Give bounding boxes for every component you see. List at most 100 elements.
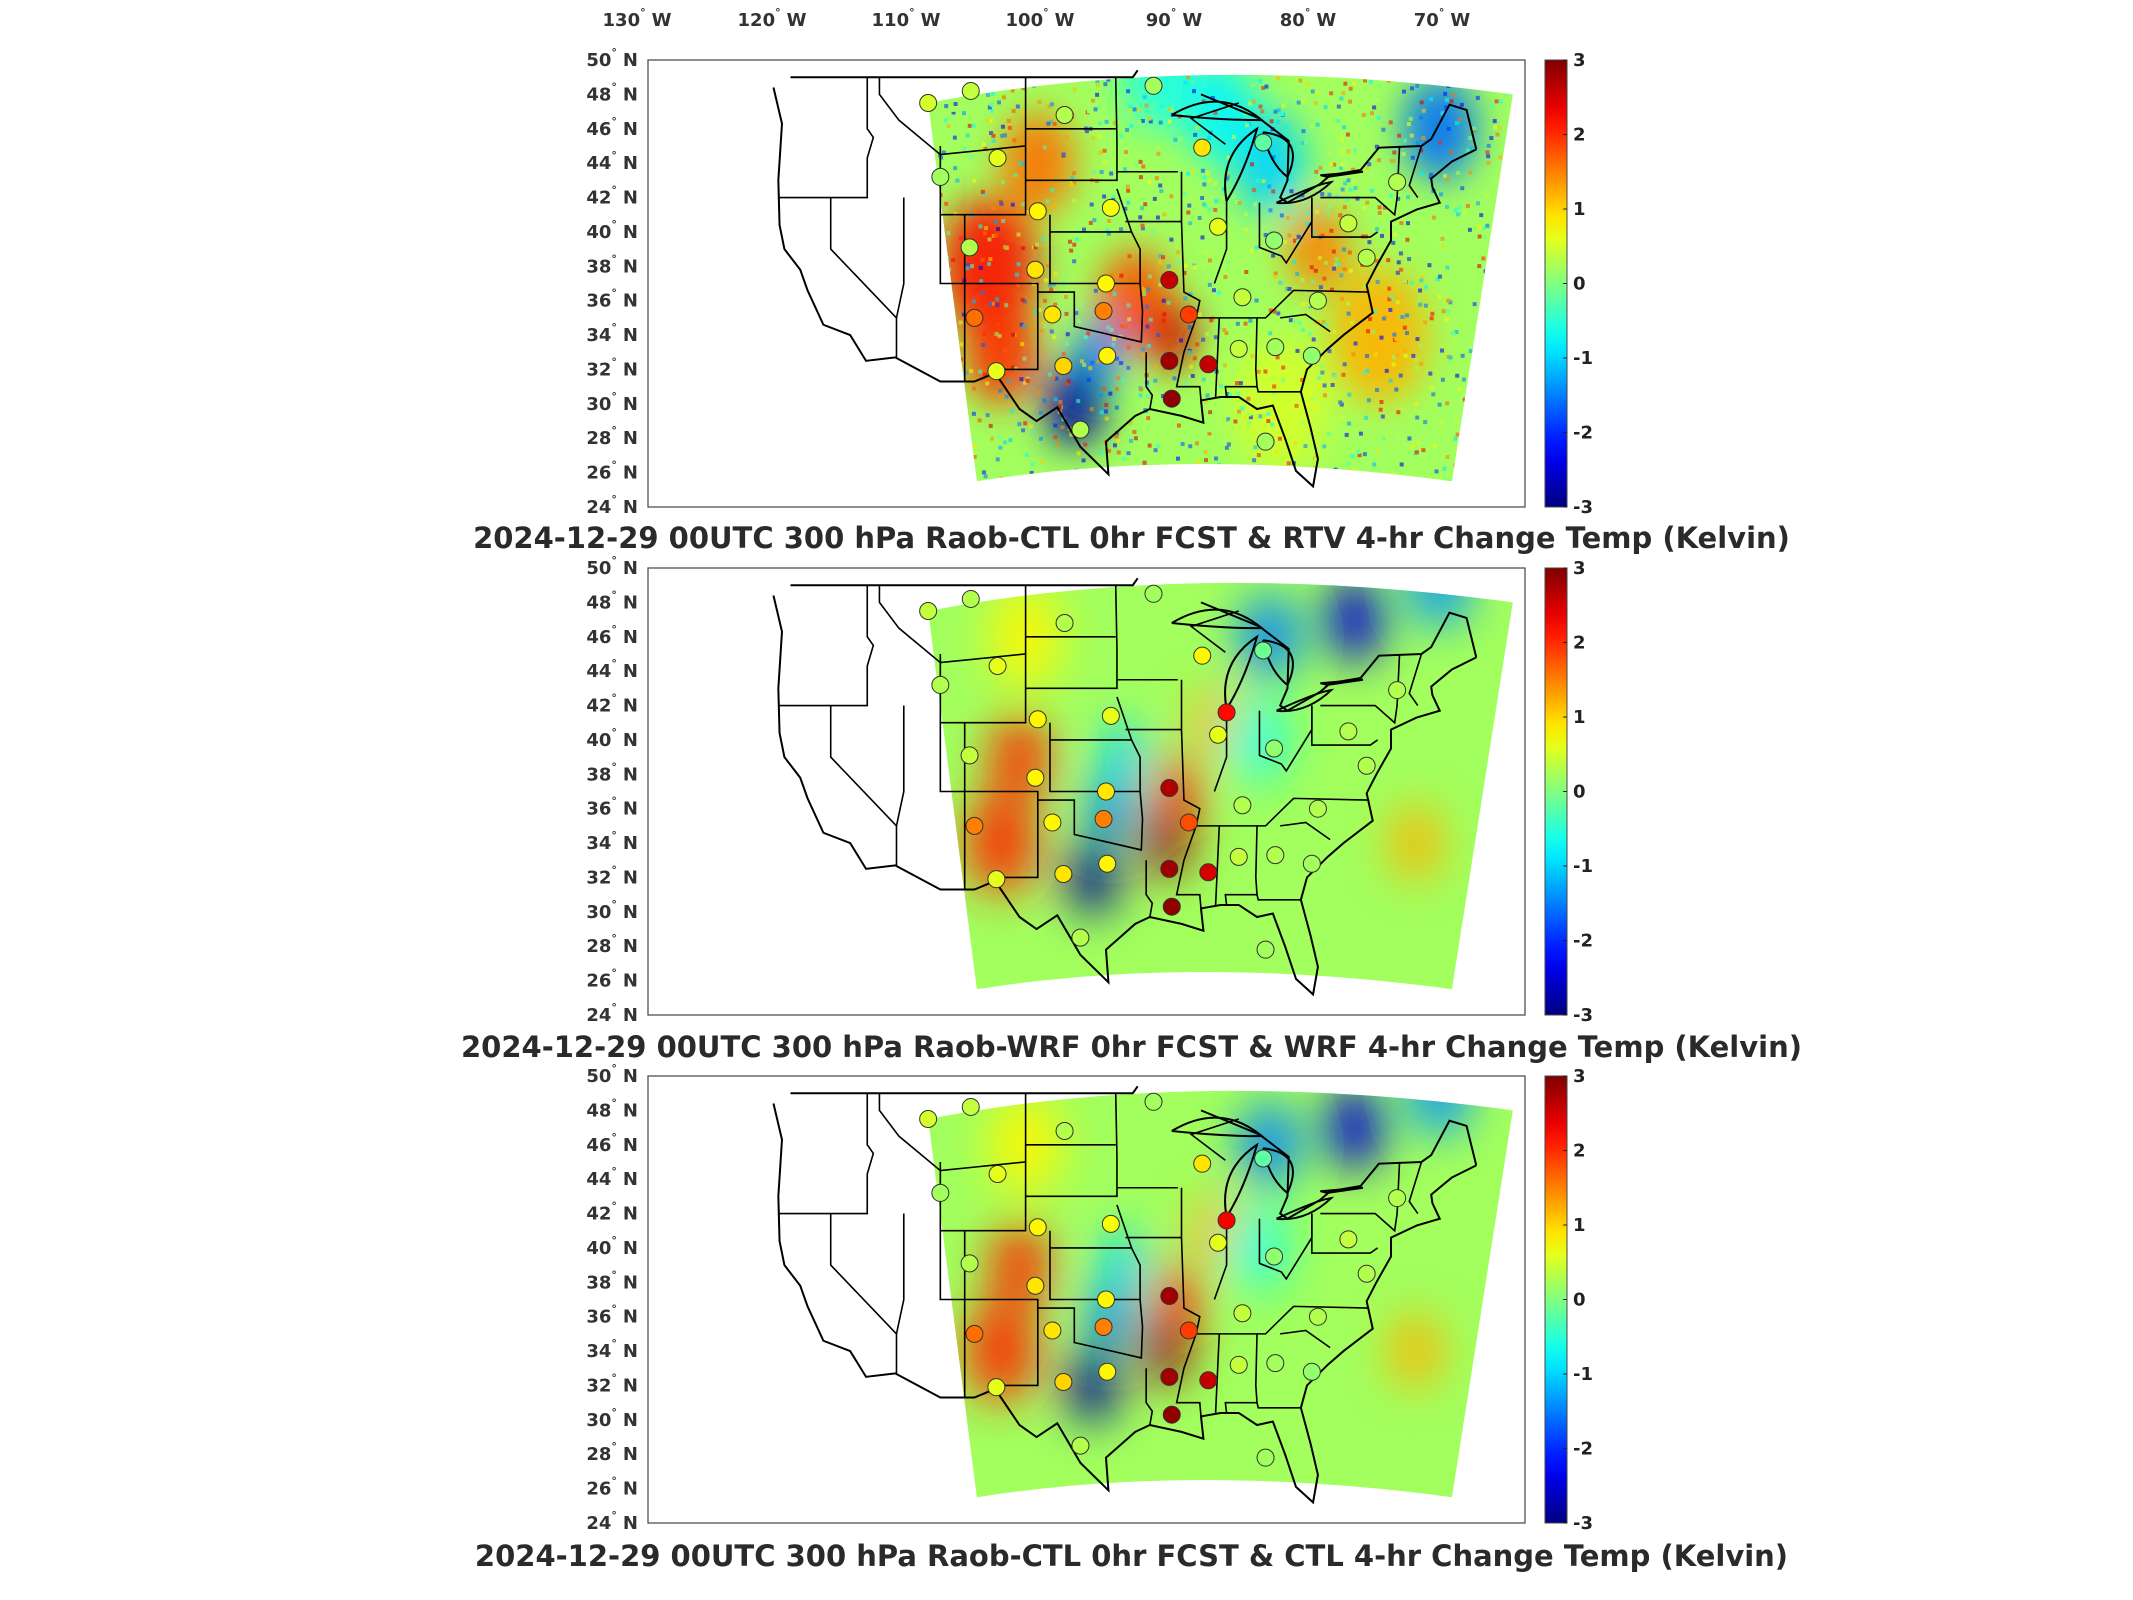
colorbar-tick-label: 0 xyxy=(1573,782,1586,803)
lat-tick-label: 42° N xyxy=(586,692,638,717)
station-marker xyxy=(1193,1154,1212,1173)
lat-tick-label: 48° N xyxy=(586,80,638,105)
lat-tick-labels: 50° N 48° N 46° N 44° N 42° N 40° N 38° N 36° N 34° N 32° N… xyxy=(586,46,638,518)
station-marker xyxy=(1096,1290,1115,1309)
station-marker xyxy=(1254,133,1273,152)
station-marker xyxy=(987,362,1006,381)
station-marker xyxy=(1144,76,1163,95)
station-marker xyxy=(1043,305,1062,324)
lat-tick-label: 32° N xyxy=(586,355,638,380)
colorbar-tick-label: -1 xyxy=(1573,856,1593,877)
coastlines-and-borders xyxy=(772,1085,1478,1505)
station-marker xyxy=(1339,722,1358,741)
station-marker xyxy=(960,746,979,765)
station-marker xyxy=(1098,1362,1117,1381)
station-marker xyxy=(1233,796,1252,815)
station-marker xyxy=(988,656,1007,675)
station-marker xyxy=(1199,355,1218,374)
lon-tick-labels: 130° W 120° W 110° W 100° W 90° W 80° W 70° W xyxy=(603,6,1471,31)
station-marker xyxy=(1339,1230,1358,1249)
lat-tick-labels: 50° N 48° N 46° N 44° N 42° N 40° N 38° N 36° N 34° N 32° N… xyxy=(586,554,638,1026)
lon-tick-label: 70° W xyxy=(1414,6,1471,31)
station-marker xyxy=(1026,768,1045,787)
axes-frame xyxy=(647,1075,1526,1524)
colorbar-tick-label: 3 xyxy=(1573,558,1586,579)
station-marker xyxy=(965,1324,984,1343)
station-marker xyxy=(1266,846,1285,865)
station-marker xyxy=(1144,584,1163,603)
station-marker xyxy=(1043,813,1062,832)
station-marker xyxy=(1054,865,1073,884)
colorbar-tick-label: -2 xyxy=(1573,423,1593,444)
panel-title: 2024-12-29 00UTC 300 hPa Raob-CTL 0hr FC… xyxy=(475,1539,1788,1573)
raob-stations xyxy=(919,1092,1407,1467)
station-marker xyxy=(960,1254,979,1273)
station-marker xyxy=(1160,859,1179,878)
station-marker xyxy=(1028,1218,1047,1237)
lat-tick-labels: 50° N 48° N 46° N 44° N 42° N 40° N 38° N 36° N 34° N 32° N… xyxy=(586,1062,638,1534)
colorbar-tick-label: 2 xyxy=(1573,633,1586,654)
station-marker xyxy=(1096,782,1115,801)
station-marker xyxy=(1266,1354,1285,1373)
lat-tick-label: 26° N xyxy=(586,1475,638,1500)
station-marker xyxy=(1043,1321,1062,1340)
station-marker xyxy=(1254,1149,1273,1168)
station-marker xyxy=(1233,1304,1252,1323)
station-marker xyxy=(965,816,984,835)
station-marker xyxy=(961,81,980,100)
station-marker xyxy=(1026,1276,1045,1295)
lat-tick-label: 24° N xyxy=(586,493,638,518)
colorbar-tick-label: 1 xyxy=(1573,199,1586,220)
colorbar-tick-label: 3 xyxy=(1573,50,1586,71)
colorbar-tick-label: 1 xyxy=(1573,1215,1586,1236)
station-marker xyxy=(1256,432,1275,451)
lat-tick-label: 46° N xyxy=(586,623,638,648)
colorbar-tick-label: -3 xyxy=(1573,1005,1593,1026)
lat-tick-label: 50° N xyxy=(586,46,638,71)
lat-tick-label: 38° N xyxy=(586,252,638,277)
station-marker xyxy=(1256,1448,1275,1467)
station-marker xyxy=(1055,614,1074,633)
lat-tick-label: 34° N xyxy=(586,1337,638,1362)
station-marker xyxy=(1217,1211,1236,1230)
station-marker xyxy=(1265,739,1284,758)
station-marker xyxy=(1199,863,1218,882)
station-marker xyxy=(1055,106,1074,125)
station-marker xyxy=(1071,928,1090,947)
lat-tick-label: 38° N xyxy=(586,1268,638,1293)
lat-tick-label: 30° N xyxy=(586,898,638,923)
station-marker xyxy=(1094,810,1113,829)
station-marker xyxy=(1233,288,1252,307)
station-marker xyxy=(1028,202,1047,221)
station-marker xyxy=(1101,1214,1120,1233)
station-marker xyxy=(1302,1362,1321,1381)
raob-stations xyxy=(919,584,1407,959)
lat-tick-label: 50° N xyxy=(586,554,638,579)
lon-tick-label: 120° W xyxy=(738,6,807,31)
station-marker xyxy=(1193,138,1212,157)
lat-tick-label: 46° N xyxy=(586,1131,638,1156)
lat-tick-label: 38° N xyxy=(586,760,638,785)
lat-tick-label: 50° N xyxy=(586,1062,638,1087)
lat-tick-label: 48° N xyxy=(586,588,638,613)
station-marker xyxy=(960,238,979,257)
lat-tick-label: 30° N xyxy=(586,1406,638,1431)
lat-tick-label: 40° N xyxy=(586,726,638,751)
lat-tick-label: 44° N xyxy=(586,657,638,682)
station-marker xyxy=(988,148,1007,167)
raob-stations xyxy=(919,76,1407,451)
colorbar-tick-label: -3 xyxy=(1573,497,1593,518)
station-marker xyxy=(1357,1264,1376,1283)
lon-tick-label: 100° W xyxy=(1006,6,1075,31)
lon-tick-label: 80° W xyxy=(1280,6,1337,31)
colorbar: 3 2 1 0 -1 -2 -3 xyxy=(1544,50,1593,518)
colorbar-tick-label: 2 xyxy=(1573,1141,1586,1162)
lat-tick-label: 46° N xyxy=(586,115,638,140)
station-marker xyxy=(1388,1189,1407,1208)
station-marker xyxy=(1026,260,1045,279)
station-marker xyxy=(919,601,938,620)
station-marker xyxy=(1179,1321,1198,1340)
lat-tick-label: 32° N xyxy=(586,1371,638,1396)
station-marker xyxy=(965,308,984,327)
station-marker xyxy=(1160,271,1179,290)
